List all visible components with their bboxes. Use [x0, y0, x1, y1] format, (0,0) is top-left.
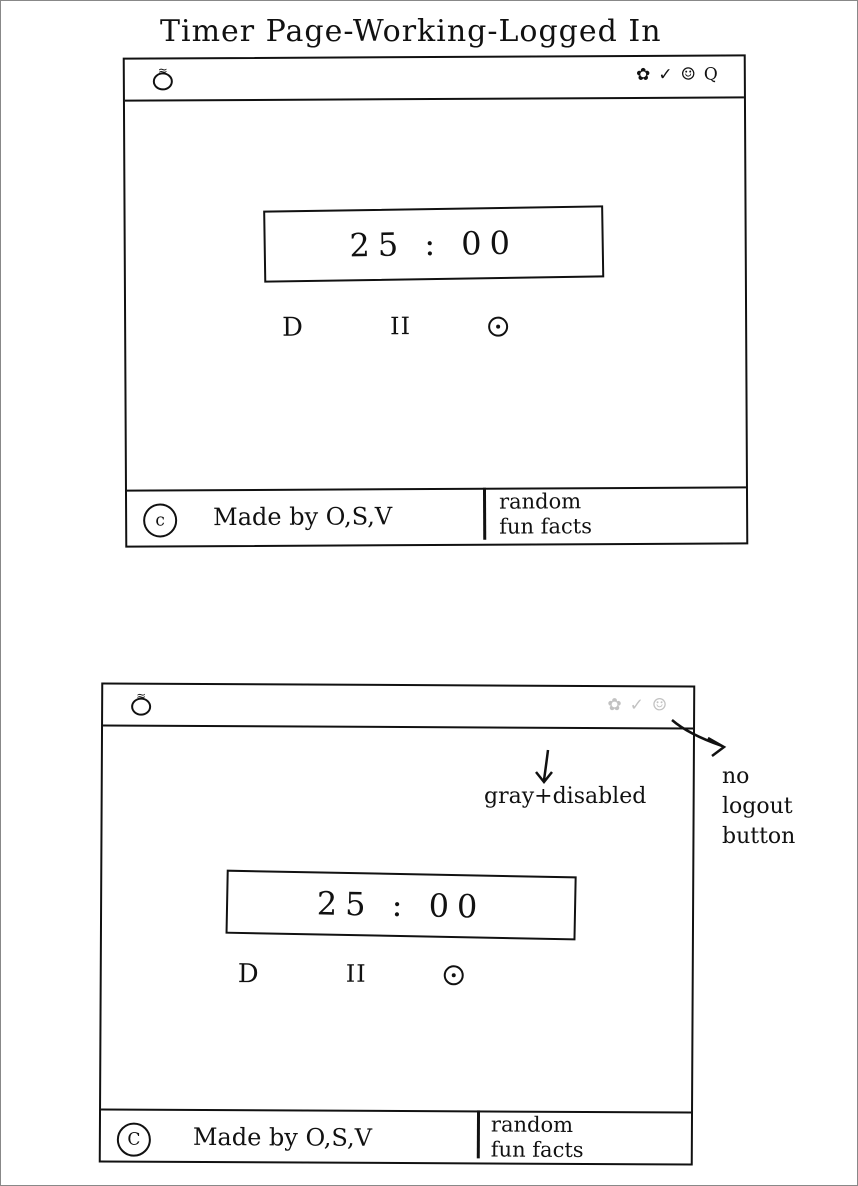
timer-display: 25 : 00	[225, 869, 577, 941]
nav-icons-disabled: ✿ ✓ ☺	[607, 695, 667, 715]
user-icon[interactable]: ☺	[680, 64, 696, 85]
header-bar: ≈ ✿ ✓ ☺	[103, 684, 694, 730]
footer-divider	[476, 1110, 480, 1159]
wireframe-logged-in: ≈ ✿ ✓ ☺ Q 25 : 00 D II c Made by O,S,V r…	[122, 54, 749, 548]
nav-icons: ✿ ✓ ☺ Q	[636, 65, 718, 85]
arrow-gray-annotation	[535, 749, 553, 785]
check-icon[interactable]: ✓	[658, 64, 673, 85]
made-by-text: Made by O,S,V	[213, 502, 393, 532]
made-by-text: Made by O,S,V	[192, 1122, 373, 1152]
copyright-icon: c	[143, 503, 178, 538]
tomato-logo-icon[interactable]	[131, 697, 152, 716]
page-title: Timer Page-Working-Logged In	[160, 14, 662, 49]
reset-icon[interactable]	[488, 316, 509, 337]
reset-icon[interactable]	[443, 965, 464, 986]
play-icon[interactable]: D	[282, 312, 304, 343]
gray-disabled-annotation: gray+disabled	[484, 784, 647, 809]
pause-icon[interactable]: II	[390, 312, 412, 341]
wireframe-guest: ≈ ✿ ✓ ☺ 25 : 00 D II C Made by O,S,V ran…	[98, 682, 696, 1166]
tomato-logo-icon[interactable]	[152, 72, 173, 91]
pause-icon[interactable]: II	[345, 959, 367, 988]
fun-facts-text: random fun facts	[490, 1112, 584, 1162]
play-icon[interactable]: D	[237, 959, 259, 990]
timer-display: 25 : 00	[263, 205, 605, 283]
check-icon: ✓	[629, 695, 644, 716]
footer-bar: c Made by O,S,V random fun facts	[126, 486, 747, 546]
arrow-logout-annotation	[671, 719, 727, 757]
header-bar: ≈ ✿ ✓ ☺ Q	[124, 56, 744, 102]
no-logout-annotation: no logout button	[722, 764, 796, 849]
fun-facts-text: random fun facts	[498, 489, 593, 539]
footer-bar: C Made by O,S,V random fun facts	[100, 1108, 692, 1164]
logout-icon[interactable]: Q	[703, 64, 718, 85]
user-icon: ☺	[651, 695, 668, 716]
copyright-icon: C	[116, 1122, 151, 1157]
footer-divider	[482, 487, 486, 540]
settings-icon[interactable]: ✿	[636, 64, 651, 85]
settings-icon: ✿	[607, 695, 622, 716]
